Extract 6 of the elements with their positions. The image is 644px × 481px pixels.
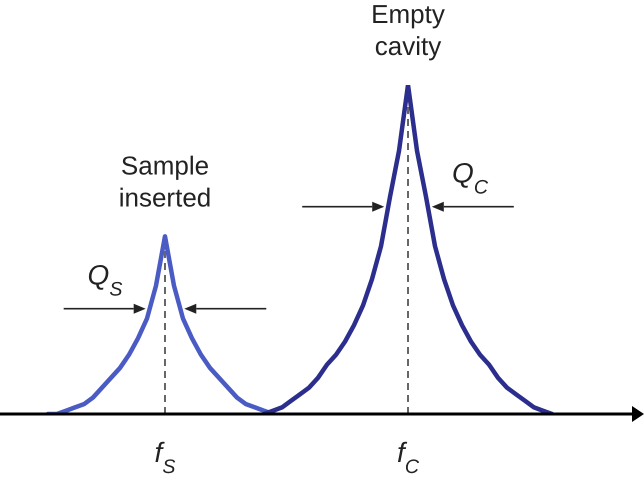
series-label: Empty cavity [371, 0, 445, 61]
annotation: Q$_{S}$ [88, 260, 122, 301]
text: Sample inserted [118, 150, 212, 212]
annotation: Q$_{C}$ [452, 158, 489, 199]
x-tick-label: f$_{S}$ [154, 437, 176, 478]
x-tick-label: f$_{C}$ [397, 437, 420, 478]
